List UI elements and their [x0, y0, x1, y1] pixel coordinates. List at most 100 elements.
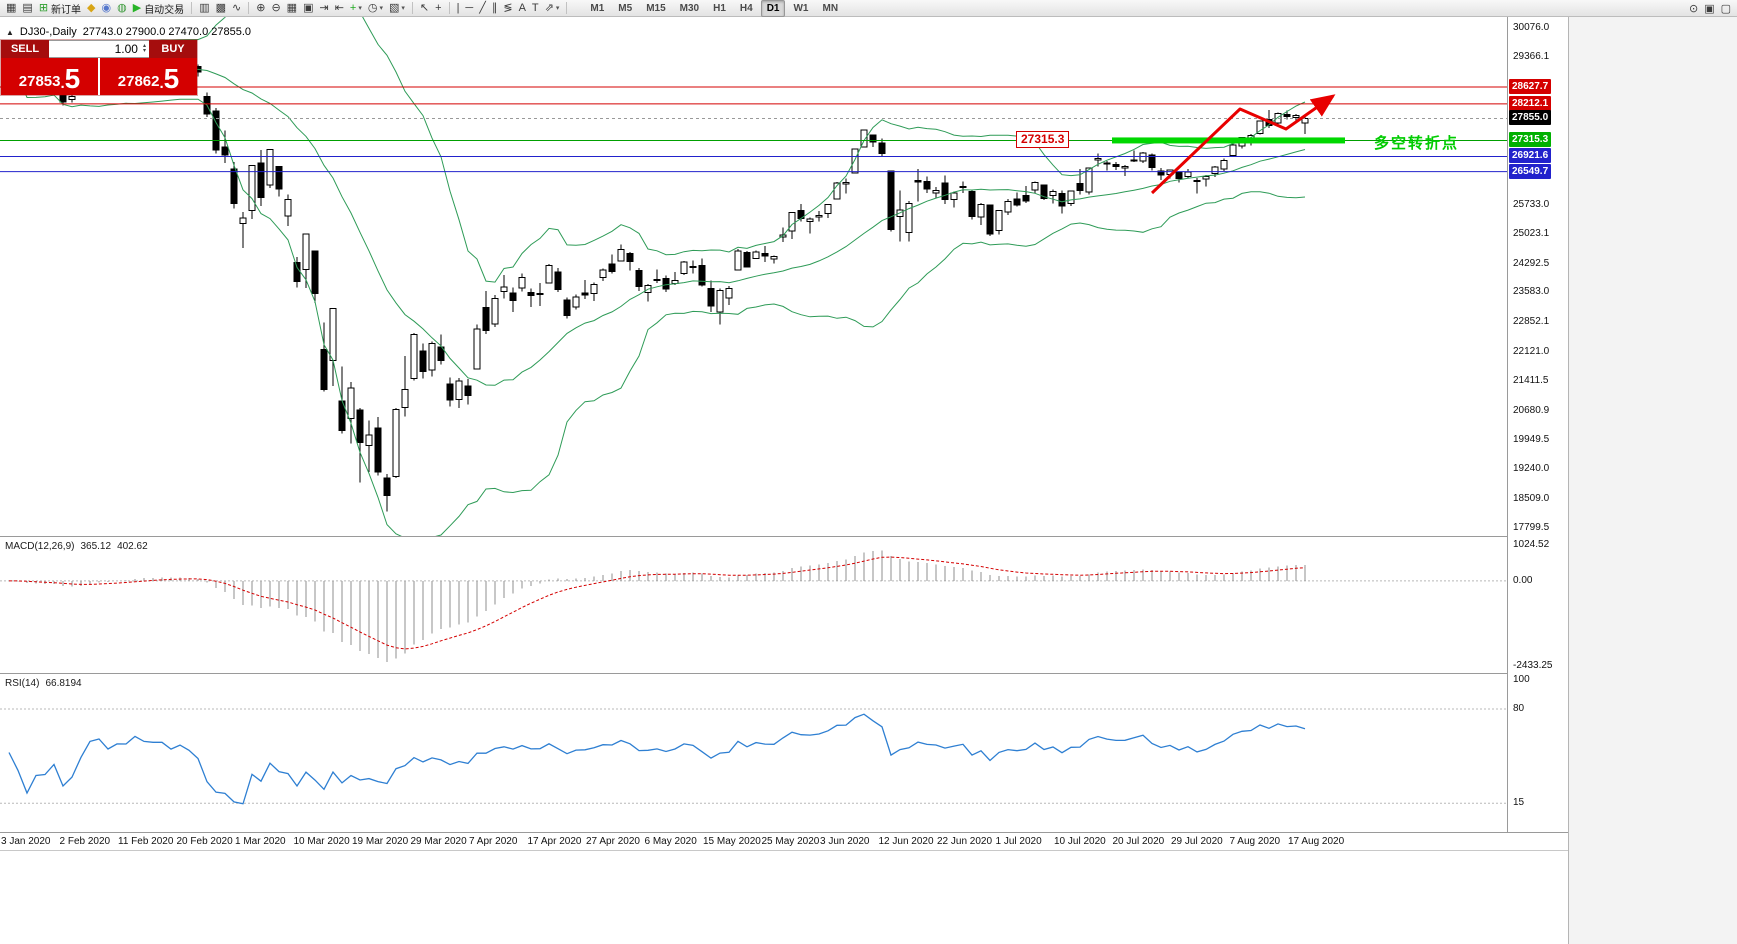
arrows-icon[interactable]: ⇗ ▾ [543, 1, 562, 16]
indicators-icon: + [349, 1, 357, 14]
sell-button[interactable]: 27853. 5 [1, 58, 98, 95]
crosshair-icon[interactable]: + [433, 1, 443, 16]
new-order-button[interactable]: ⊞ 新订单 [37, 1, 83, 16]
chart-profiles-icon[interactable]: ▤ [20, 1, 34, 16]
arrows-icon-caret[interactable]: ▾ [555, 5, 560, 12]
symbol-period-label: DJ30-,Daily [19, 26, 77, 38]
toolbar-group-autotrade: ▶ 自动交易 [130, 1, 187, 16]
timeframe-mn[interactable]: MN [822, 2, 839, 14]
macd-signal-value: 402.62 [117, 541, 148, 552]
news-icon[interactable]: ◍ [115, 1, 129, 16]
candle-body [248, 164, 256, 212]
oneclick-collapse-icon[interactable]: ▲ [6, 27, 14, 37]
candle-body [662, 278, 670, 290]
zoom-out-icon[interactable]: ⊖ [269, 1, 282, 16]
grid-icon[interactable]: ▦ [285, 1, 299, 16]
cascade-windows-icon[interactable]: ▢ [1720, 2, 1731, 15]
price-scale[interactable]: 30076.0 29366.1 25733.0 25023.1 24292.5 23583… [1507, 17, 1568, 832]
line-chart-icon[interactable]: ∿ [230, 1, 243, 16]
price-chart[interactable] [0, 17, 1507, 536]
periods-icon[interactable]: ◷ ▾ [366, 1, 385, 16]
new-chart-icon: ▦ [6, 1, 17, 14]
buy-button[interactable]: 27862. 5 [100, 58, 197, 95]
timeframe-h4[interactable]: H4 [739, 2, 753, 14]
label-icon[interactable]: T [530, 1, 541, 16]
sell-price-pip: 5 [64, 63, 81, 94]
toolbar-group-cursor: ↖ + [417, 1, 445, 16]
turning-point-annotation: 多空转折点 [1374, 135, 1460, 153]
timeframe-d1[interactable]: D1 [760, 0, 786, 17]
auto-scroll-icon[interactable]: ⇥ [317, 1, 330, 16]
buy-price-dot: . [159, 75, 164, 92]
search-icon[interactable]: ⊙ [1688, 2, 1699, 15]
date-label: 3 Jun 2020 [820, 836, 870, 847]
channel-icon[interactable]: ∥ [490, 1, 500, 16]
fibonacci-icon[interactable]: ≶ [501, 1, 514, 16]
rsi-indicator-label: RSI(14) 66.8194 [5, 678, 82, 689]
toolbar-separator [191, 2, 193, 14]
trendline-icon[interactable]: ╱ [477, 1, 488, 16]
timeframe-w1[interactable]: W1 [793, 2, 809, 14]
templates-icon[interactable]: ▧ ▾ [387, 1, 407, 16]
zoom-in-icon: ⊕ [256, 1, 266, 14]
templates-icon-caret[interactable]: ▾ [401, 5, 405, 12]
candle-body [1184, 171, 1192, 177]
candle-body [1157, 170, 1165, 176]
text-icon[interactable]: A [517, 1, 528, 16]
price-annotation-label[interactable]: 27315.3 [1016, 131, 1070, 149]
chart-shift-icon[interactable]: ⇤ [333, 1, 346, 16]
toolbar-group-objects: | ─ ╱ ∥ ≶ A T ⇗ ▾ [454, 1, 563, 16]
candle-body [824, 203, 832, 215]
candle-body [1121, 165, 1129, 169]
timeframe-m15[interactable]: M15 [646, 2, 666, 14]
candle-body [788, 211, 796, 232]
tile-windows-icon: ▣ [303, 1, 314, 14]
bar-chart-icon[interactable]: ▥ [197, 1, 211, 16]
sell-label-button[interactable]: SELL [1, 40, 49, 58]
candle-body [347, 387, 355, 419]
date-axis[interactable]: 3 Jan 2020 2 Feb 2020 11 Feb 2020 20 Feb 20… [0, 832, 1568, 850]
candle-body [527, 292, 535, 297]
volume-stepper[interactable]: ▴ ▾ [142, 43, 146, 54]
timeframe-m5[interactable]: M5 [618, 2, 633, 14]
toolbar-group-chart-type: ▥ ▩ ∿ [196, 1, 244, 16]
rsi-panel[interactable] [0, 674, 1507, 831]
volume-down-icon[interactable]: ▾ [142, 48, 146, 54]
vertical-line-icon[interactable]: | [455, 1, 462, 16]
indicators-icon[interactable]: + ▾ [348, 1, 364, 16]
tile-windows-icon[interactable]: ▣ [301, 1, 315, 16]
date-label: 17 Apr 2020 [527, 836, 582, 847]
volume-up-icon[interactable]: ▴ [142, 43, 146, 49]
trend-arrow-drawing[interactable] [1150, 94, 1336, 195]
price-scale-tick: 25733.0 [1513, 198, 1550, 210]
new-chart-icon[interactable]: ▦ [4, 1, 18, 16]
date-label: 17 Aug 2020 [1288, 836, 1345, 847]
cursor-icon[interactable]: ↖ [418, 1, 431, 16]
volume-input[interactable]: 1.00 ▴ ▾ [49, 40, 149, 58]
timeframe-m1[interactable]: M1 [590, 2, 605, 14]
date-label: 25 May 2020 [761, 836, 820, 847]
price-line-label: 27315.3 [1509, 132, 1552, 148]
price-scale-tick: 19949.5 [1513, 434, 1550, 446]
zoom-in-icon[interactable]: ⊕ [254, 1, 267, 16]
panel-separator[interactable] [0, 536, 1568, 537]
autotrading-button[interactable]: ▶ 自动交易 [131, 1, 186, 16]
timeframe-m30[interactable]: M30 [679, 2, 700, 14]
candle-body [1130, 159, 1138, 162]
buy-label-button[interactable]: BUY [149, 40, 197, 58]
indicators-icon-caret[interactable]: ▾ [358, 5, 362, 12]
macd-panel[interactable] [0, 537, 1507, 672]
bollinger-lower-band [8, 64, 1306, 536]
candlestick-chart-icon: ▩ [215, 1, 226, 14]
bottom-empty-area [0, 850, 1568, 944]
periods-icon-caret[interactable]: ▾ [379, 5, 383, 12]
new-window-icon[interactable]: ▣ [1704, 2, 1715, 15]
support-line-drawing[interactable] [1112, 137, 1345, 144]
market-icon[interactable]: ◆ [85, 1, 97, 16]
horizontal-line-icon[interactable]: ─ [463, 1, 475, 16]
timeframe-h1[interactable]: H1 [713, 2, 726, 14]
candlestick-chart-icon[interactable]: ▩ [214, 1, 228, 16]
metaeditor-icon[interactable]: ◉ [100, 1, 114, 16]
candle-body [329, 308, 337, 362]
panel-separator[interactable] [0, 673, 1568, 674]
